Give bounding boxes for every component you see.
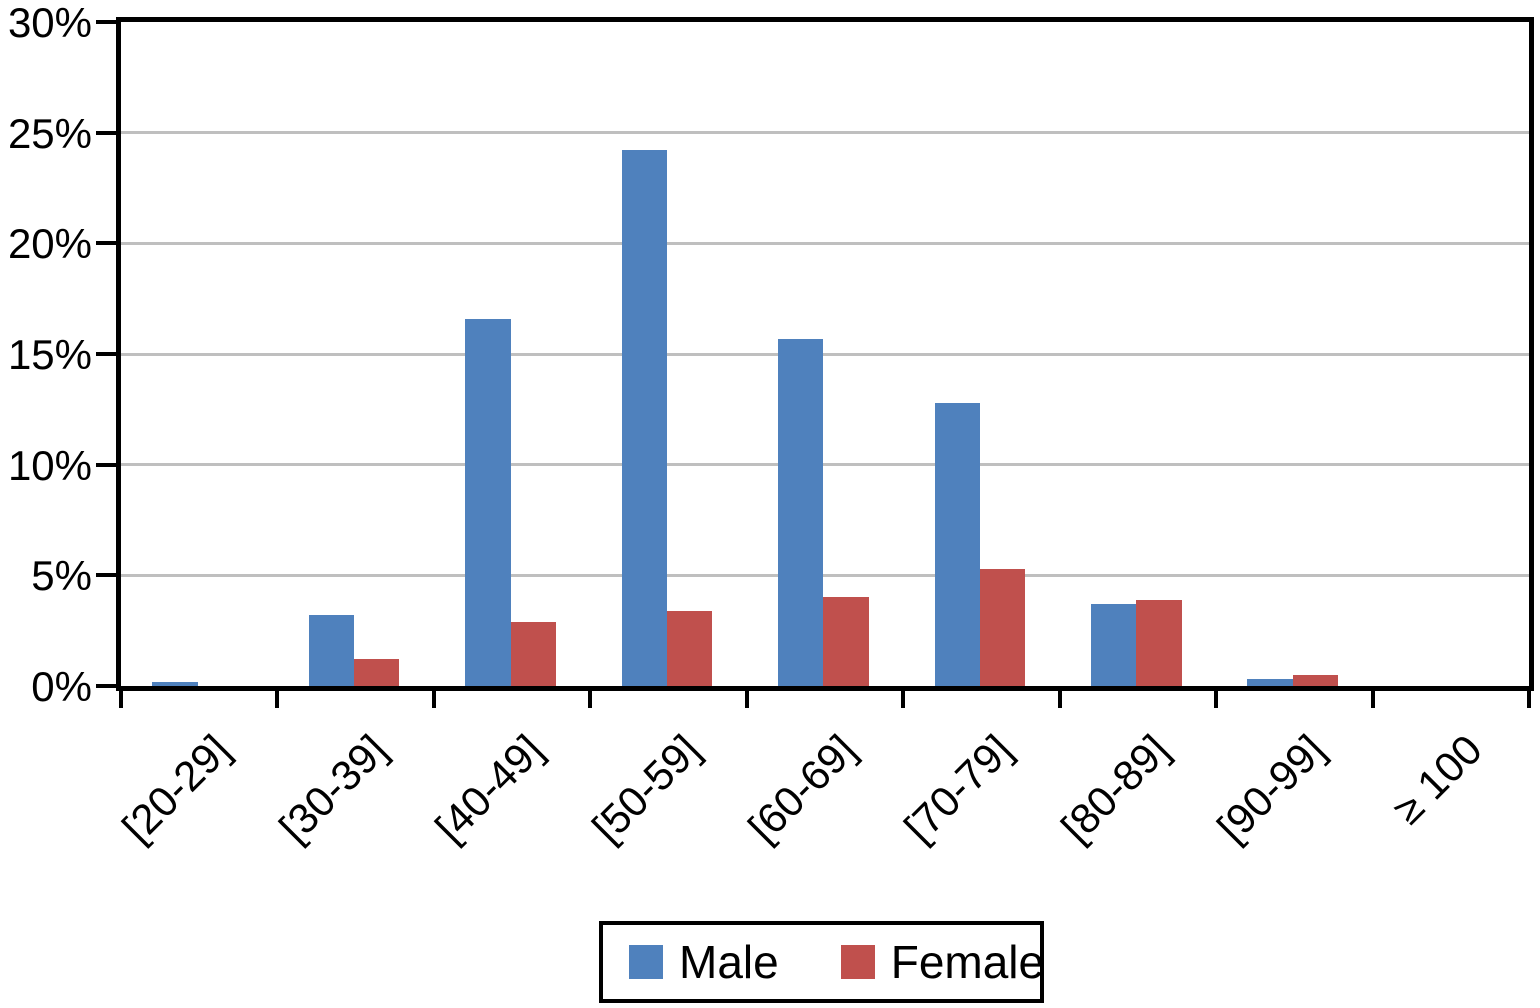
bar-male [308,615,355,686]
bar-female [1136,599,1182,686]
legend-item-female: Female [840,936,1045,988]
y-axis-label: 30% [7,0,92,46]
bar-female [666,610,713,686]
male-swatch-icon [629,945,663,979]
female-swatch-icon [840,945,875,979]
bar-female [1292,674,1339,686]
y-axis-label: 25% [7,109,92,157]
bar-male [778,338,824,686]
bar-male [934,402,980,686]
x-tick [1527,690,1531,708]
x-tick [744,690,749,708]
y-tick [96,573,118,578]
y-tick [96,241,118,246]
y-tick [96,352,118,356]
bar-female [979,568,1026,686]
bar-female [354,659,400,686]
legend-item-male: Male [629,939,779,985]
x-tick [901,690,906,708]
x-tick [431,690,436,708]
y-tick [96,130,118,135]
y-tick [96,684,118,688]
gridline [121,352,1529,356]
bar-male [152,681,198,686]
bar-female [823,597,869,686]
plot-area [116,17,1534,691]
gridline [121,463,1529,467]
y-axis-label: 15% [7,331,92,378]
gridline [121,241,1529,245]
y-axis-label: 5% [31,552,92,600]
y-axis-label: 20% [7,220,92,268]
y-tick [96,20,118,24]
bar-male [621,150,667,686]
gridline [121,131,1529,135]
x-tick [119,690,123,708]
x-tick [1214,690,1219,708]
legend-label-male: Male [679,936,779,988]
y-tick [96,462,118,467]
legend: Male Female [599,921,1044,1003]
legend-label-female: Female [890,936,1045,988]
x-tick [588,690,593,708]
y-axis-label: 10% [7,441,92,489]
y-axis-label: 0% [31,663,92,710]
bar-male [1247,679,1293,686]
bar-male [465,318,511,686]
x-tick [1370,690,1375,708]
bar-female [510,621,556,686]
x-tick [275,690,280,708]
gridline [121,573,1529,577]
x-tick [1057,690,1062,708]
bar-male [1090,604,1137,686]
